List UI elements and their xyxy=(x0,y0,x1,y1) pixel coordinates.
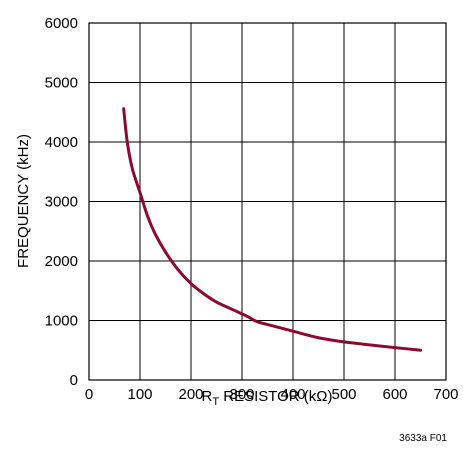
y-tick-labels: 0 1000 2000 3000 4000 5000 6000 xyxy=(45,15,78,389)
frequency-curve xyxy=(122,107,422,352)
y-tick-label: 3000 xyxy=(45,194,78,211)
y-tick-label: 2000 xyxy=(45,253,78,270)
x-tick-label: 400 xyxy=(280,386,305,403)
y-tick-label: 6000 xyxy=(45,15,78,32)
y-tick-label: 0 xyxy=(70,372,78,389)
y-axis-label: FREQUENCY (kHz) xyxy=(15,134,32,268)
x-tick-label: 300 xyxy=(229,386,254,403)
plot-frame xyxy=(88,22,447,381)
y-tick-label: 5000 xyxy=(45,75,78,92)
x-axis-label: RT RESISTOR (kΩ) xyxy=(201,388,332,408)
x-tick-label: 100 xyxy=(127,386,152,403)
y-tick-label: 1000 xyxy=(45,313,78,330)
x-tick-label: 0 xyxy=(85,386,93,403)
x-tick-label: 200 xyxy=(178,386,203,403)
x-tick-labels: 0 100 200 300 400 500 600 700 xyxy=(85,386,459,403)
x-tick-label: 600 xyxy=(382,386,407,403)
grid xyxy=(89,23,446,380)
x-tick-label: 700 xyxy=(433,386,458,403)
figure-id: 3633a F01 xyxy=(399,433,447,444)
x-tick-label: 500 xyxy=(331,386,356,403)
y-tick-label: 4000 xyxy=(45,134,78,151)
